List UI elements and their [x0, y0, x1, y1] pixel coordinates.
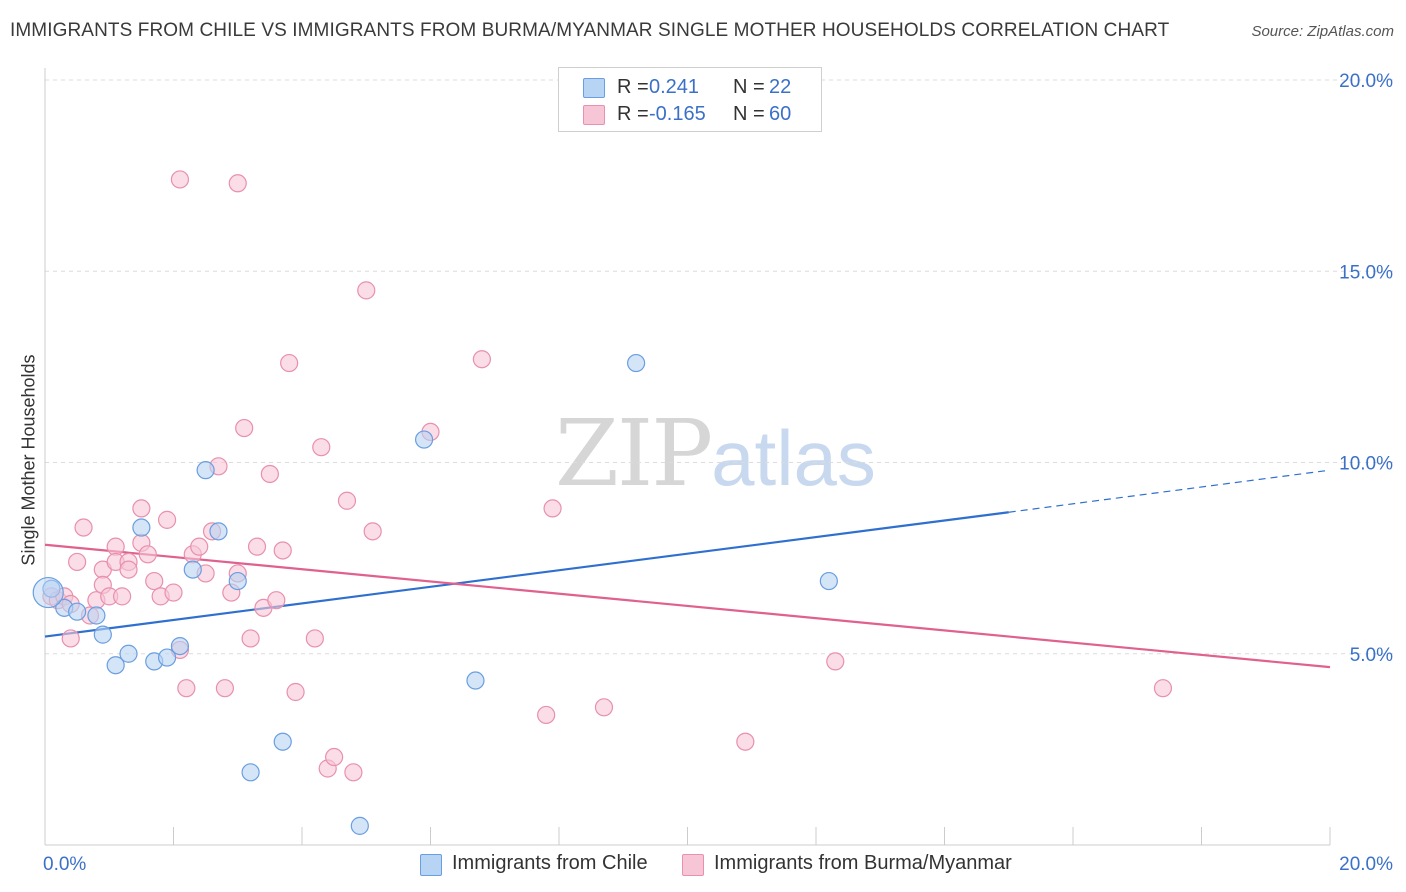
grid-lines [45, 79, 1395, 655]
chile-point [183, 560, 202, 579]
chile-swatch [420, 854, 442, 876]
chile-point [273, 732, 292, 751]
chile-point [157, 648, 177, 667]
r-value: -0.165 [649, 103, 706, 125]
burma-point [472, 350, 491, 369]
chile-point [819, 571, 838, 591]
data-points [32, 170, 1173, 835]
chile-point [241, 763, 260, 782]
watermark-atlas: atlas [711, 414, 876, 502]
chile-point [106, 656, 125, 675]
burma-point [260, 464, 279, 484]
burma-point [190, 537, 209, 556]
chile-point [87, 606, 106, 625]
burma-trend-line [44, 543, 1331, 669]
chile-point [68, 602, 87, 621]
chile-point [228, 571, 247, 591]
burma-point [241, 629, 260, 648]
burma-point [112, 587, 132, 606]
burma-point [267, 591, 286, 610]
watermark: ZIPatlas [555, 400, 876, 507]
burma-point [273, 541, 292, 560]
burma-point [736, 732, 755, 751]
burma-point [357, 281, 376, 300]
burma-point [215, 679, 234, 698]
burma-point [132, 499, 151, 518]
legend-label-burma: Immigrants from Burma/Myanmar [714, 852, 1012, 874]
chile-point [196, 461, 215, 480]
chile-swatch [583, 78, 605, 98]
burma-point [537, 705, 556, 725]
burma-point [325, 747, 344, 767]
burma-swatch [682, 854, 704, 876]
burma-point [543, 499, 562, 518]
burma-point [170, 170, 190, 189]
burma-point [61, 629, 80, 648]
burma-point [247, 537, 267, 556]
y-tick-label: 15.0% [1339, 262, 1393, 283]
chile-point-large [32, 576, 64, 609]
burma-point [228, 174, 247, 193]
burma-point [177, 679, 196, 698]
r-label: R = [617, 103, 649, 125]
y-tick-label: 10.0% [1339, 454, 1393, 475]
chile-point [414, 430, 434, 449]
chart-title: IMMIGRANTS FROM CHILE VS IMMIGRANTS FROM… [10, 20, 1170, 41]
chile-point [626, 353, 646, 373]
burma-point [119, 560, 138, 579]
burma-point [138, 545, 157, 564]
n-value: 22 [769, 76, 792, 98]
burma-point [164, 583, 183, 602]
chile-point [209, 522, 228, 541]
n-label: N = [733, 103, 765, 125]
n-label: N = [733, 76, 765, 98]
burma-point [74, 518, 93, 537]
burma-point [106, 537, 125, 556]
burma-point [68, 552, 87, 572]
x-tick-label: 20.0% [1339, 854, 1393, 875]
chile-point [466, 671, 485, 690]
chile-point [170, 636, 190, 656]
burma-point [363, 522, 382, 541]
correlation-legend: R = 0.241 N = 22 R = -0.165 N = 60 [558, 67, 822, 132]
burma-point [337, 491, 357, 510]
burma-point [235, 418, 254, 438]
burma-point [312, 438, 331, 457]
burma-point [157, 510, 177, 529]
chile-point [350, 816, 369, 835]
burma-point [594, 698, 614, 717]
chile-trend-extension [1008, 469, 1331, 513]
tick-labels: 5.0% 10.0% 15.0% 20.0% 0.0% 20.0% [43, 71, 1393, 875]
x-tick-label: 0.0% [43, 854, 86, 875]
burma-point [305, 629, 324, 648]
y-tick-label: 20.0% [1339, 71, 1393, 92]
burma-point [286, 682, 305, 702]
legend-label-chile: Immigrants from Chile [452, 852, 648, 874]
y-tick-label: 5.0% [1350, 645, 1393, 666]
chile-point [119, 644, 138, 663]
chile-point [93, 625, 112, 644]
burma-swatch [583, 105, 605, 125]
burma-point [826, 652, 845, 671]
trend-lines [44, 469, 1331, 669]
burma-point [1153, 679, 1173, 698]
burma-point [344, 763, 363, 782]
source-note: Source: ZipAtlas.com [1251, 23, 1394, 40]
chile-point [132, 518, 151, 537]
watermark-zip: ZIP [555, 400, 713, 507]
r-value: 0.241 [649, 76, 700, 98]
chile-trend-line [44, 511, 1009, 638]
burma-point [280, 353, 299, 373]
r-label: R = [617, 76, 649, 98]
axes [44, 68, 1331, 846]
n-value: 60 [769, 103, 792, 125]
burma-point [145, 571, 164, 591]
